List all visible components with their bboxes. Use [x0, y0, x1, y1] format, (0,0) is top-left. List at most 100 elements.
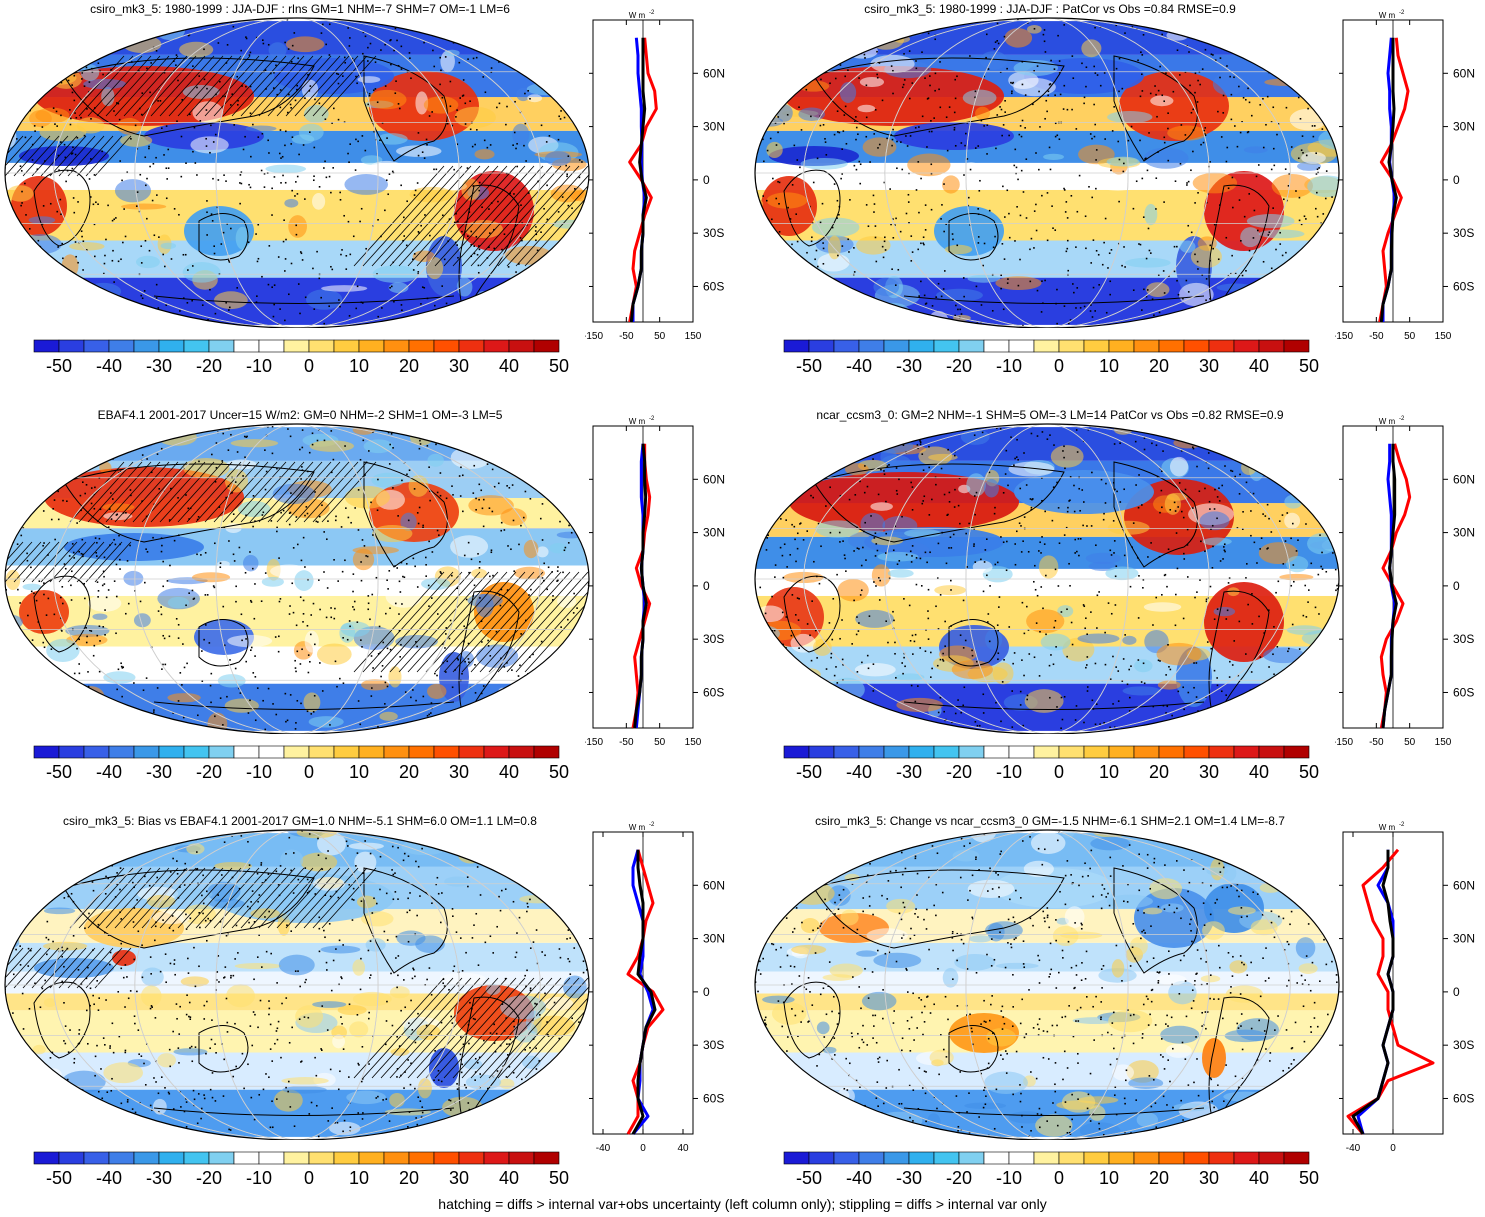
- profile-x-tick-label: 40: [677, 1143, 689, 1154]
- colorbar-label: -10: [996, 1168, 1022, 1188]
- colorbar-swatch: [834, 340, 859, 352]
- colorbar-swatch: [1134, 340, 1159, 352]
- profile-unit: W m: [1379, 823, 1396, 832]
- colorbar-swatch: [359, 746, 384, 758]
- lat-tick-label: 60N: [703, 66, 725, 80]
- colorbar-label: -50: [46, 762, 72, 782]
- colorbar-label: 10: [349, 1168, 369, 1188]
- colorbar-swatch: [959, 746, 984, 758]
- lat-tick-label: 0: [703, 173, 710, 187]
- profile-x-tick-label: 150: [1435, 737, 1452, 748]
- colorbar-swatch: [809, 746, 834, 758]
- colorbar-label: -40: [846, 762, 872, 782]
- colorbar-swatch: [534, 1152, 559, 1164]
- colorbar-swatch: [1209, 746, 1234, 758]
- colorbar-swatch: [1259, 340, 1284, 352]
- colorbar-label: -20: [946, 356, 972, 376]
- colorbar-label: -30: [146, 1168, 172, 1188]
- lat-tick-label: 30N: [1453, 120, 1475, 134]
- colorbar-label: 20: [1149, 356, 1169, 376]
- lat-tick-label: 30N: [1453, 526, 1475, 540]
- colorbar-swatch: [134, 746, 159, 758]
- colorbar-swatch: [409, 746, 434, 758]
- colorbar-swatch: [1084, 1152, 1109, 1164]
- colorbar-label: 30: [1199, 1168, 1219, 1188]
- colorbar-swatch: [159, 340, 184, 352]
- colorbar-swatch: [259, 1152, 284, 1164]
- profile-unit: W m: [629, 11, 646, 20]
- profile-x-tick-label: -150: [1335, 331, 1353, 342]
- colorbar-swatch: [234, 340, 259, 352]
- colorbar-label: 50: [549, 356, 569, 376]
- colorbar-swatch: [784, 340, 809, 352]
- colorbar-label: -40: [846, 1168, 872, 1188]
- colorbar-swatch: [259, 746, 284, 758]
- colorbar-swatch: [459, 1152, 484, 1164]
- lat-tick-label: 30S: [1453, 226, 1474, 240]
- colorbar-swatch: [334, 1152, 359, 1164]
- colorbar-swatch: [434, 746, 459, 758]
- colorbar-swatch: [284, 1152, 309, 1164]
- lat-tick-label: 60S: [1453, 685, 1474, 699]
- colorbar-swatch: [459, 746, 484, 758]
- lat-tick-label: 60N: [703, 878, 725, 892]
- colorbar-swatch: [859, 340, 884, 352]
- lat-tick-label: 0: [1453, 173, 1460, 187]
- profile-unit-exponent: -2: [1399, 822, 1405, 828]
- colorbar-swatch: [1209, 1152, 1234, 1164]
- profile-unit: W m: [1379, 11, 1396, 20]
- profile-x-tick-label: -50: [1369, 331, 1384, 342]
- colorbar-swatch: [1009, 340, 1034, 352]
- colorbar-swatch: [1284, 746, 1309, 758]
- colorbar-swatch: [209, 746, 234, 758]
- lat-tick-label: 30S: [703, 632, 724, 646]
- profile-x-tick-label: 50: [1404, 737, 1416, 748]
- profile-x-tick-label: -150: [585, 737, 603, 748]
- colorbar-label: -30: [146, 356, 172, 376]
- profile-x-tick-label: -50: [619, 331, 634, 342]
- profile-x-tick-label: 150: [685, 331, 702, 342]
- colorbar-swatch: [359, 340, 384, 352]
- colorbar-swatch: [134, 340, 159, 352]
- colorbar-swatch: [959, 1152, 984, 1164]
- colorbar-swatch: [159, 746, 184, 758]
- colorbar-swatch: [384, 340, 409, 352]
- robinson-map: [2, 14, 592, 328]
- colorbar-swatch: [809, 340, 834, 352]
- colorbar-swatch: [384, 1152, 409, 1164]
- colorbar-swatch: [1059, 1152, 1084, 1164]
- colorbar-swatch: [984, 746, 1009, 758]
- colorbar-swatch: [59, 1152, 84, 1164]
- lat-tick-label: 30N: [703, 526, 725, 540]
- profile-x-tick-label: -150: [585, 331, 603, 342]
- profile-unit: W m: [1379, 417, 1396, 426]
- robinson-map: [752, 826, 1342, 1140]
- lat-tick-label: 60S: [1453, 1091, 1474, 1105]
- colorbar-swatch: [209, 340, 234, 352]
- colorbar-swatch: [1034, 1152, 1059, 1164]
- colorbar-label: 40: [1249, 762, 1269, 782]
- colorbar-label: 50: [1299, 762, 1319, 782]
- panel-p5: csiro_mk3_5: Bias vs EBAF4.1 2001-2017 G…: [0, 812, 742, 1217]
- colorbar-label: 30: [1199, 356, 1219, 376]
- colorbar-label: -50: [46, 1168, 72, 1188]
- colorbar-swatch: [909, 1152, 934, 1164]
- colorbar-label: 50: [549, 762, 569, 782]
- colorbar-label: -30: [896, 356, 922, 376]
- lat-tick-label: 60N: [1453, 878, 1475, 892]
- colorbar-swatch: [484, 1152, 509, 1164]
- panel-p2: csiro_mk3_5: 1980-1999 : JJA-DJF : PatCo…: [750, 0, 1485, 405]
- colorbar-swatch: [259, 340, 284, 352]
- colorbar-label: -10: [246, 356, 272, 376]
- colorbar-swatch: [34, 340, 59, 352]
- profile-x-tick-label: -40: [1346, 1143, 1361, 1154]
- colorbar-label: 10: [1099, 356, 1119, 376]
- colorbar-swatch: [1184, 340, 1209, 352]
- colorbar-label: 20: [1149, 1168, 1169, 1188]
- colorbar-swatch: [1109, 1152, 1134, 1164]
- colorbar-label: -10: [996, 356, 1022, 376]
- colorbar-label: 0: [1054, 762, 1064, 782]
